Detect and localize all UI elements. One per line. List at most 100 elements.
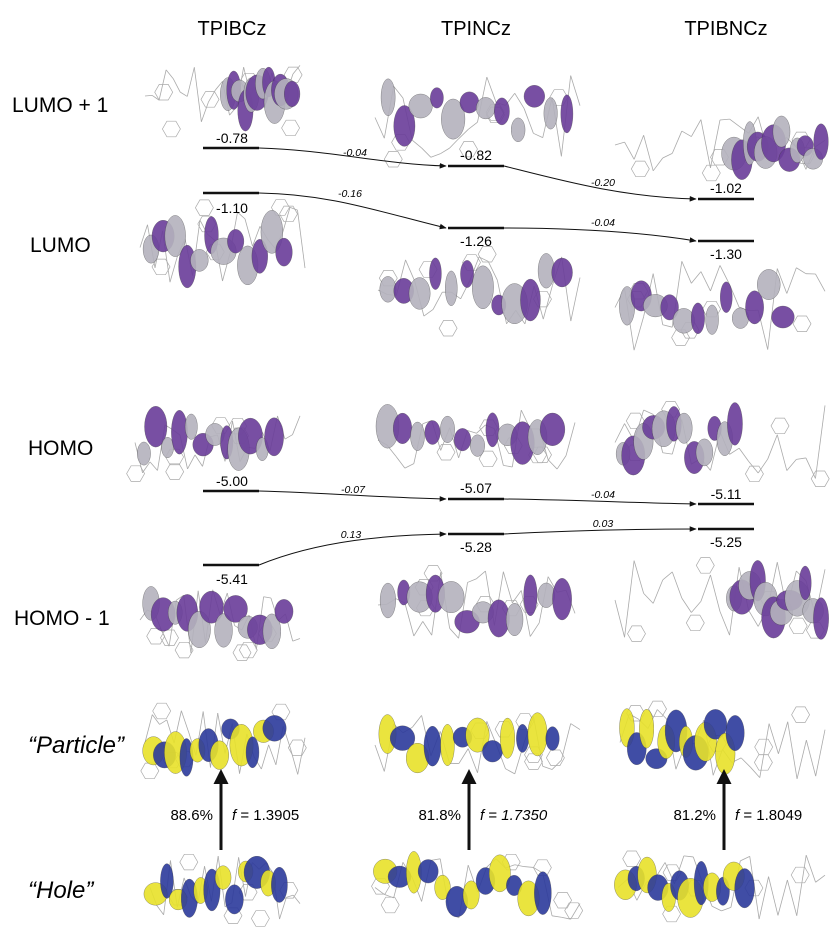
skeleton-ring — [753, 754, 773, 771]
skeleton-bond — [186, 67, 195, 97]
osc-equals: = — [236, 807, 253, 824]
orbital-lobe — [144, 406, 168, 448]
skeleton-bond — [786, 267, 797, 294]
skeleton-bond — [662, 324, 673, 328]
skeleton-bond — [422, 621, 433, 636]
orbital-lobe — [695, 438, 714, 467]
orbital-lobe — [472, 265, 494, 309]
skeleton-bond — [430, 153, 441, 158]
skeleton-bond — [681, 597, 692, 613]
orbital-lumo-tpincz — [377, 246, 581, 337]
skeleton-ring — [524, 753, 543, 770]
orbital-lobe — [274, 599, 294, 624]
skeleton-ring — [630, 160, 650, 178]
skeleton-bond — [561, 916, 571, 920]
skeleton-bond — [467, 748, 478, 773]
orbital-lobe — [260, 210, 283, 254]
row-label-hole: “Hole” — [28, 877, 94, 904]
energy-homo-minus-1-tpincz: -5.28 — [460, 539, 492, 555]
skeleton-bond — [511, 590, 522, 604]
energy-homo-tpibcz: -5.00 — [216, 473, 248, 489]
skeleton-bond — [565, 422, 576, 456]
energy-homo-tpincz: -5.07 — [460, 480, 492, 496]
skeleton-ring — [627, 625, 646, 642]
skeleton-ring — [810, 470, 830, 487]
skeleton-bond — [279, 897, 287, 920]
skeleton-bond — [787, 721, 798, 779]
skeleton-bond — [151, 95, 160, 101]
transition-percent-tpibcz: 88.6% — [170, 807, 213, 824]
skeleton-ring — [685, 614, 705, 632]
energy-levels: -0.78 -0.82 -1.02 -1.10 -1.26 -1.30 -5.0… — [203, 130, 754, 587]
skeleton-ring — [553, 892, 573, 909]
skeleton-bond — [503, 464, 513, 468]
level-shift-labels: -0.04 -0.20 -0.16 -0.04 -0.07 -0.04 0.13… — [338, 147, 615, 541]
skeleton-bond — [458, 129, 469, 139]
column-title-tpibncz: TPIBNCz — [684, 18, 767, 40]
density-hole-tpincz — [371, 851, 584, 920]
orbital-homo-minus-1-tpibncz — [614, 557, 829, 642]
skeleton-bond — [778, 721, 789, 754]
skeleton-ring — [238, 641, 258, 659]
skeleton-bond — [176, 594, 184, 601]
skeleton-bond — [237, 211, 246, 220]
skeleton-bond — [710, 574, 721, 612]
skeleton-bond — [815, 273, 826, 292]
skeleton-bond — [165, 69, 174, 79]
skeleton-bond — [458, 748, 469, 764]
skeleton-ring — [754, 738, 774, 756]
skeleton-bond — [570, 75, 581, 106]
skeleton-bond — [767, 434, 778, 460]
orbital-lobe — [470, 434, 485, 457]
connector-homo-minus-1-a — [258, 531, 447, 566]
skeleton-bond — [139, 224, 148, 248]
density-hole-tpibcz — [143, 853, 301, 927]
skeleton-bond — [768, 876, 779, 916]
skeleton-bond — [624, 141, 635, 160]
skeleton-bond — [786, 459, 797, 471]
connector-lumo-plus-1-b — [503, 165, 697, 202]
orbital-lobe — [500, 717, 515, 759]
skeleton-bond — [421, 147, 432, 158]
orbital-lobe — [757, 269, 781, 300]
orbital-lobe — [527, 712, 548, 757]
skeleton-bond — [777, 879, 788, 916]
osc-symbol: f — [480, 807, 486, 824]
transition-percent-tpibncz: 81.2% — [673, 807, 716, 824]
skeleton-bond — [700, 271, 711, 292]
orbital-lobe — [441, 98, 466, 140]
skeleton-ring — [564, 902, 584, 919]
shift-homo-minus-1-a: 0.13 — [341, 529, 362, 541]
density-particle-tpibcz — [140, 702, 307, 780]
orbital-lobe — [440, 724, 455, 766]
skeleton-bond — [681, 261, 692, 284]
energy-homo-tpibncz: -5.11 — [711, 486, 742, 502]
orbital-lobe — [516, 724, 529, 753]
skeleton-bond — [514, 864, 525, 867]
skeleton-bond — [721, 907, 732, 912]
orbital-lobe — [465, 717, 490, 753]
skeleton-ring — [383, 151, 403, 168]
skeleton-ring — [154, 84, 174, 101]
skeleton-bond — [505, 768, 515, 775]
orbital-lobe — [537, 582, 555, 608]
skeleton-bond — [643, 409, 654, 415]
orbital-lobe — [214, 613, 233, 648]
orbital-lobe — [460, 260, 474, 288]
orbital-lobe — [284, 80, 301, 107]
orbital-lobe — [720, 281, 733, 313]
skeleton-bond — [432, 291, 443, 310]
skeleton-ring — [791, 706, 811, 723]
skeleton-bond — [449, 628, 459, 639]
orbital-lobe — [445, 270, 458, 306]
skeleton-ring — [622, 850, 642, 867]
skeleton-bond — [547, 459, 558, 470]
orbital-lobe — [734, 868, 755, 909]
skeleton-bond — [768, 723, 779, 754]
skeleton-bond — [556, 455, 567, 470]
row-label-particle: “Particle” — [28, 732, 125, 759]
orbital-lobe — [725, 715, 745, 751]
skeleton-bond — [523, 108, 534, 134]
skeleton-bond — [467, 430, 477, 434]
skeleton-ring — [545, 749, 565, 766]
